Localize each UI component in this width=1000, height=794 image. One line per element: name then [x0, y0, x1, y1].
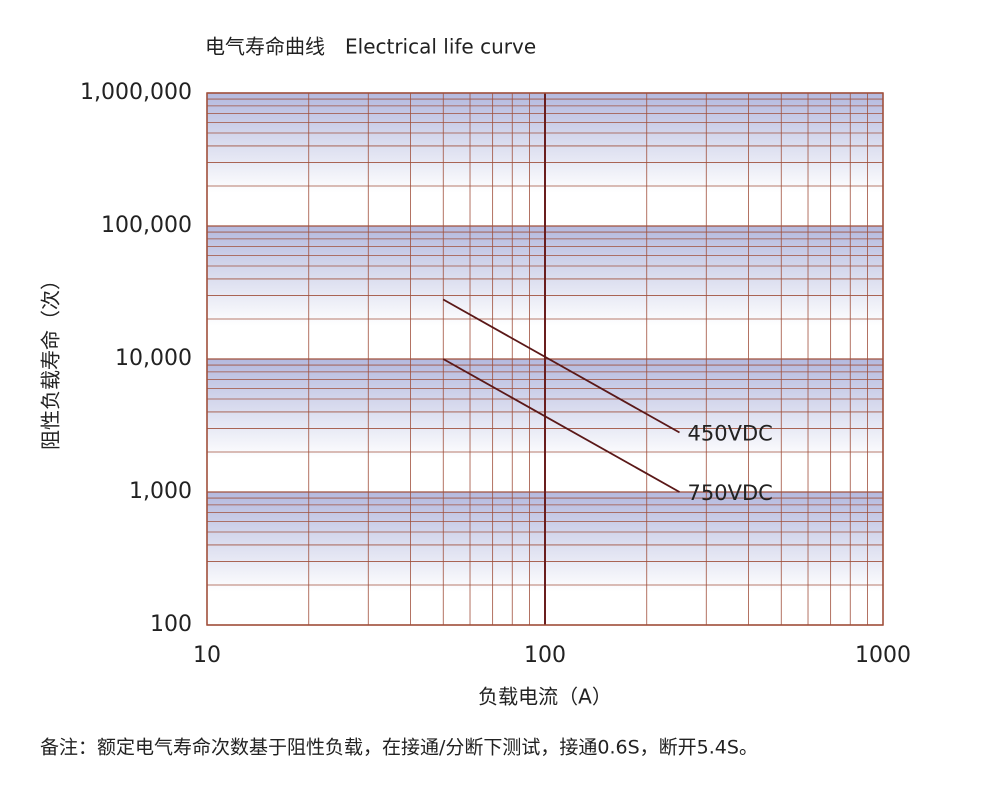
- x-tick-label: 100: [524, 643, 566, 668]
- x-axis-label: 负载电流（A）: [478, 685, 612, 709]
- chart-title: 电气寿命曲线 Electrical life curve: [205, 35, 536, 59]
- line: [442, 358, 680, 493]
- x-tick-label: 10: [193, 643, 221, 668]
- plot-border: [206, 92, 884, 626]
- series-label: 750VDC: [688, 481, 773, 505]
- y-tick-label: 100: [150, 612, 192, 637]
- y-tick-label: 1,000,000: [80, 80, 192, 105]
- series-label: 450VDC: [688, 422, 773, 446]
- y-tick-label: 1,000: [129, 479, 192, 504]
- line: [442, 298, 680, 434]
- y-axis-label: 阻性负载寿命（次）: [39, 270, 63, 450]
- y-tick-label: 100,000: [101, 213, 192, 238]
- y-tick-label: 10,000: [115, 346, 192, 371]
- x-tick-label: 1000: [855, 643, 911, 668]
- note: 备注：额定电气寿命次数基于阻性负载，在接通/分断下测试，接通0.6S，断开5.4…: [40, 737, 758, 759]
